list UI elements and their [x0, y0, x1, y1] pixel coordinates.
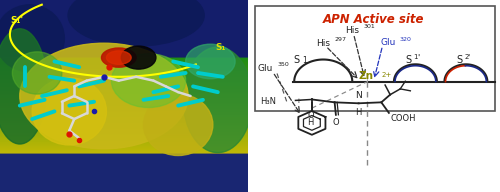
Text: H: H	[356, 108, 362, 117]
Text: ': '	[417, 54, 420, 62]
Text: H: H	[308, 118, 314, 127]
Ellipse shape	[12, 52, 62, 94]
Ellipse shape	[122, 46, 156, 69]
Ellipse shape	[32, 78, 106, 145]
Text: S₁: S₁	[216, 43, 226, 52]
Text: Glu: Glu	[258, 64, 273, 73]
Text: N: N	[355, 91, 362, 100]
Text: +: +	[296, 98, 302, 103]
Text: Glu: Glu	[380, 38, 396, 47]
Text: 2+: 2+	[382, 72, 392, 78]
Text: 1: 1	[302, 56, 306, 65]
Text: 1: 1	[414, 55, 418, 60]
Ellipse shape	[106, 51, 131, 64]
Text: ': '	[468, 54, 470, 62]
Text: H₃N: H₃N	[260, 97, 276, 106]
Text: S: S	[406, 55, 411, 65]
Ellipse shape	[144, 94, 213, 156]
Ellipse shape	[183, 47, 252, 153]
Text: 301: 301	[364, 24, 376, 29]
Bar	[255, 6, 495, 111]
Ellipse shape	[0, 29, 47, 144]
Text: 297: 297	[334, 37, 346, 42]
Text: 2: 2	[464, 55, 468, 60]
Ellipse shape	[0, 5, 64, 72]
Text: COOH: COOH	[390, 114, 415, 123]
Text: O: O	[332, 118, 339, 127]
Ellipse shape	[102, 48, 136, 67]
Text: His: His	[344, 26, 358, 35]
Ellipse shape	[68, 0, 204, 46]
Text: S₁': S₁'	[10, 16, 23, 25]
Text: His: His	[316, 39, 330, 48]
Text: S: S	[456, 55, 462, 65]
Text: 350: 350	[278, 62, 289, 67]
Ellipse shape	[186, 44, 235, 79]
Text: APN Active site: APN Active site	[323, 13, 424, 26]
Ellipse shape	[20, 43, 188, 149]
Text: Zn: Zn	[358, 71, 374, 81]
Text: S: S	[294, 55, 300, 65]
Text: O: O	[308, 111, 314, 120]
Text: 320: 320	[400, 37, 411, 42]
Ellipse shape	[112, 54, 186, 108]
